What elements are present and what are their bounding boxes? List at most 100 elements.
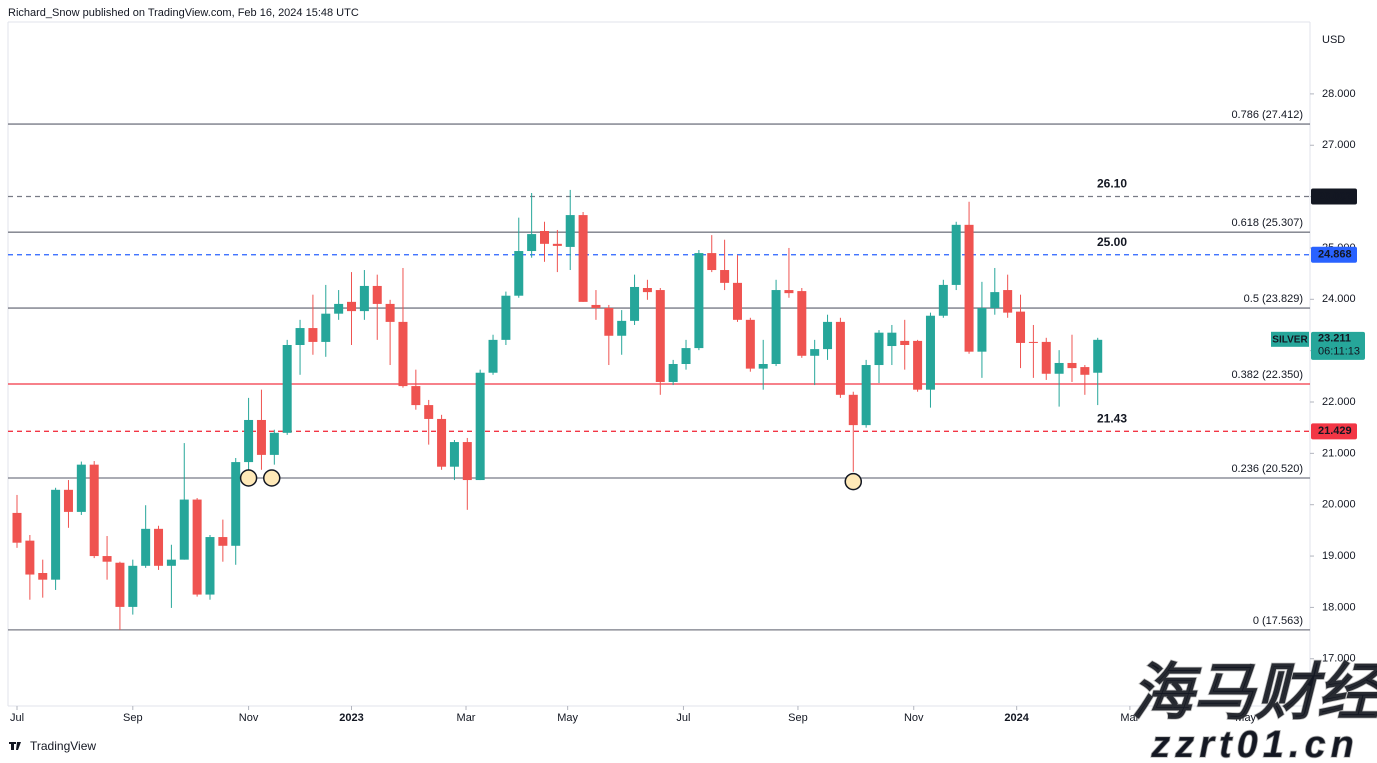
x-tick-label: Sep: [123, 712, 143, 724]
price-badge-label: 26.002: [1318, 190, 1352, 202]
horizontal-line-label: 21.43: [1097, 411, 1127, 425]
candle-body: [437, 418, 447, 467]
candle-body: [141, 528, 151, 566]
candle-body: [810, 349, 820, 356]
x-tick-label: May: [1235, 712, 1256, 724]
candle-body: [539, 231, 549, 244]
candle-body: [347, 301, 357, 312]
candle-body: [166, 559, 176, 566]
price-badge: [1311, 246, 1357, 263]
candle-body: [334, 303, 344, 314]
candle-body: [604, 308, 614, 336]
candle-body: [848, 394, 858, 426]
candle-body: [668, 364, 678, 382]
price-badge: [1311, 423, 1357, 440]
brand-logo: [9, 742, 21, 750]
x-tick-label: Mar: [457, 712, 476, 724]
candle-body: [1028, 341, 1038, 343]
candle-body: [269, 432, 279, 455]
last-price-label: 23.211: [1318, 333, 1351, 345]
candle-body: [874, 332, 884, 366]
y-tick-label: 20.000: [1322, 499, 1356, 511]
y-tick-label: 24.000: [1322, 293, 1356, 305]
fib-label: 0.786 (27.412): [1231, 109, 1303, 121]
candle-body: [527, 234, 537, 252]
candle-body: [681, 348, 691, 364]
candle-body: [449, 442, 459, 467]
candle-body: [990, 292, 1000, 309]
candle-body: [514, 251, 524, 296]
x-tick-label: Mar: [1120, 712, 1139, 724]
watermark: 海马财经: [1131, 658, 1377, 727]
candle-body: [295, 328, 305, 345]
x-tick-label: Nov: [904, 712, 924, 724]
candle-body: [1093, 339, 1103, 373]
candle-body: [1054, 362, 1064, 374]
marker: [239, 469, 258, 487]
horizontal-line-label: 26.10: [1097, 177, 1127, 191]
y-tick-label: 21.000: [1322, 447, 1356, 459]
x-tick-label: 2023: [339, 712, 363, 724]
candle-body: [102, 556, 112, 562]
candle-body: [617, 320, 627, 336]
candle-body: [128, 565, 138, 607]
y-tick-label: 19.000: [1322, 550, 1356, 562]
candle-body: [192, 499, 202, 595]
candle-body: [1067, 362, 1077, 369]
candle-body: [462, 442, 472, 481]
candle-body: [308, 328, 318, 342]
y-tick-label: 22.000: [1322, 396, 1356, 408]
candle-body: [835, 321, 845, 395]
candle-body: [1041, 341, 1051, 374]
candle-body: [1016, 311, 1026, 343]
symbol-label: SILVER: [1272, 334, 1308, 345]
currency: USD: [1322, 34, 1345, 46]
last-price-badge: [1311, 331, 1365, 360]
candle-body: [771, 290, 781, 364]
candle-body: [758, 364, 768, 369]
brand: TradingView: [30, 739, 96, 753]
candle-body: [218, 537, 228, 546]
candle-body: [784, 290, 794, 294]
candle-body: [977, 308, 987, 352]
y-tick-label: 18.000: [1322, 601, 1356, 613]
header: Richard_Snow published on TradingView.co…: [8, 7, 359, 19]
candle-body: [398, 321, 408, 387]
candle-body: [424, 405, 434, 419]
candle-body: [823, 321, 833, 350]
price-badge-label: 24.868: [1318, 249, 1352, 261]
candle-body: [964, 224, 974, 352]
symbol-badge: [1271, 331, 1309, 347]
candle-body: [76, 464, 86, 512]
candle-body: [694, 253, 704, 349]
candle-body: [913, 340, 923, 390]
price-badge-label: 21.429: [1318, 425, 1352, 437]
candle-body: [411, 386, 421, 406]
candle-body: [861, 365, 871, 426]
candle-body: [578, 215, 588, 302]
candle-body: [887, 332, 897, 347]
candle-body: [231, 462, 241, 546]
candle-body: [797, 291, 807, 356]
candle-body: [256, 419, 266, 455]
watermark: zzrt01.cn: [1150, 724, 1359, 763]
price-badge: [1311, 188, 1357, 205]
candle-body: [385, 303, 395, 322]
candle-body: [372, 285, 382, 304]
candle-body: [707, 253, 717, 271]
fib-label: 0.382 (22.350): [1231, 369, 1303, 381]
candle-body: [925, 315, 935, 390]
candle-body: [655, 290, 665, 382]
candle-body: [951, 224, 961, 285]
fib-label: 0.236 (20.520): [1231, 463, 1303, 475]
horizontal-line-label: 25.00: [1097, 235, 1127, 249]
candle-body: [488, 339, 498, 373]
candle-body: [154, 528, 164, 566]
y-tick-label: 17.000: [1322, 653, 1356, 665]
candle-body: [745, 319, 755, 369]
x-tick-label: Jul: [10, 712, 24, 724]
candle-body: [475, 372, 485, 481]
candle-body: [552, 243, 562, 246]
candle-body: [1080, 367, 1090, 375]
